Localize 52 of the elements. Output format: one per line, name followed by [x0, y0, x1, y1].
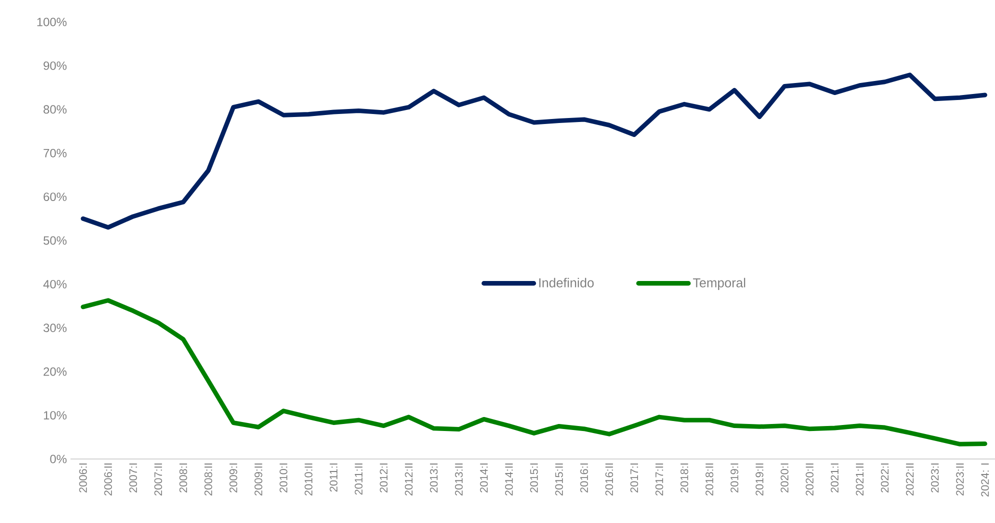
line-series [80, 298, 988, 446]
x-tick-label: 2015:II [555, 464, 563, 496]
y-tick-label: 70% [44, 148, 67, 158]
x-tick-label: 2006:I [79, 464, 87, 492]
line-series [80, 72, 988, 230]
x-tick-label: 2024: I [981, 464, 989, 496]
x-tick-label: 2016:II [605, 464, 614, 496]
x-tick-label: 2006:II [104, 464, 112, 496]
x-tick-label: 2023:II [956, 464, 964, 496]
y-tick-label: 100% [37, 18, 67, 26]
x-tick-label: 2013:II [454, 464, 463, 496]
x-tick-label: 2021:II [856, 464, 864, 496]
x-tick-label: 2017:II [655, 464, 664, 496]
x-tick-label: 2018:II [706, 464, 714, 496]
x-tick-label: 2023:I [931, 464, 939, 492]
x-tick-label: 2019:II [756, 464, 764, 496]
legend-label: Temporal [693, 278, 746, 290]
x-tick-label: 2017:I [630, 464, 638, 492]
x-tick-label: 2022:I [880, 464, 889, 492]
x-tick-label: 2018:I [680, 464, 688, 492]
y-tick-label: 10% [44, 411, 67, 420]
y-tick-label: 60% [44, 192, 67, 202]
y-tick-label: 40% [43, 280, 67, 288]
y-tick-label: 80% [44, 105, 67, 114]
x-tick-label: 2007:I [129, 464, 138, 492]
x-tick-label: 2012:I [380, 464, 388, 492]
y-tick-label: 30% [44, 324, 67, 332]
x-tick-label: 2020:I [780, 464, 788, 492]
x-tick-label: 2022:II [906, 464, 914, 496]
y-tick-label: 90% [44, 61, 67, 70]
x-tick-label: 2014:I [480, 464, 488, 492]
y-tick-label: 0% [50, 454, 67, 464]
x-tick-label: 2008:II [204, 464, 212, 496]
x-tick-label: 2010:II [304, 464, 312, 496]
x-tick-label: 2007:II [154, 464, 162, 496]
y-tick-label: 50% [44, 236, 67, 245]
x-tick-label: 2019:I [730, 464, 738, 492]
legend-label: Indefinido [539, 278, 594, 288]
x-tick-label: 2009:I [229, 464, 238, 492]
x-tick-label: 2021:I [830, 464, 839, 492]
x-tick-label: 2010:I [280, 464, 288, 492]
x-tick-label: 2016:I [580, 464, 588, 492]
x-tick-label: 2012:II [404, 464, 413, 496]
y-tick-label: 20% [44, 367, 67, 376]
x-tick-label: 2014:II [505, 464, 513, 496]
x-tick-label: 2008:I [179, 464, 188, 492]
x-tick-label: 2015:I [530, 464, 538, 492]
x-tick-label: 2011:I [330, 464, 338, 492]
x-tick-label: 2020:II [806, 464, 814, 496]
x-tick-label: 2009:II [254, 464, 262, 496]
x-tick-label: 2013:I [430, 464, 438, 492]
x-tick-label: 2011:II [354, 464, 363, 495]
